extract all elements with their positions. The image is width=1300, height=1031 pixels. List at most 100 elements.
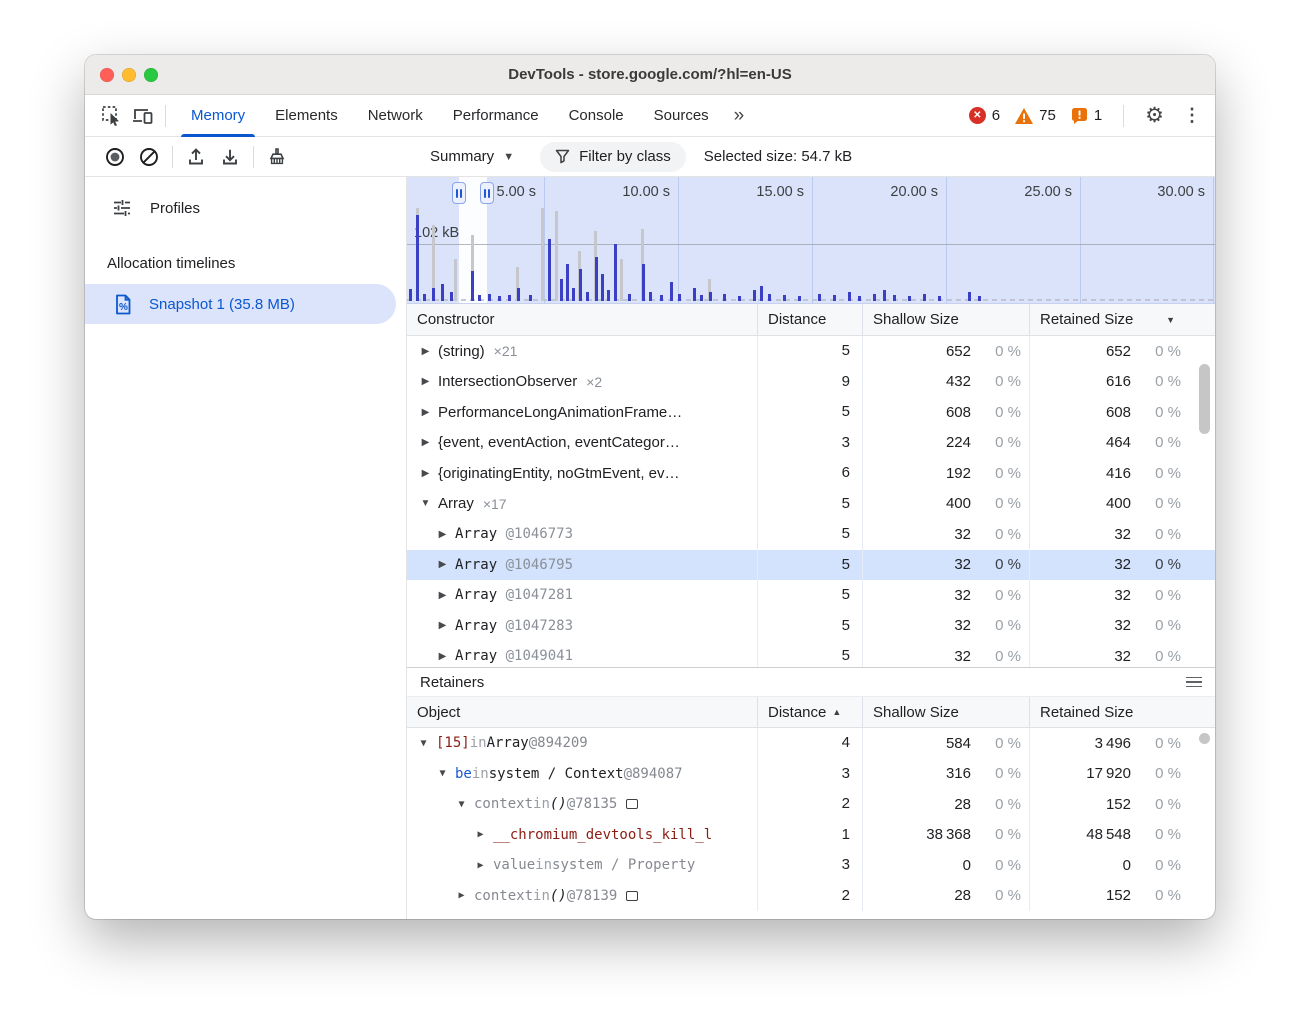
tab-console[interactable]: Console — [568, 106, 624, 124]
constructor-cell: ▶ IntersectionObserver ×2 — [407, 373, 757, 390]
shallow-value: 316 — [945, 765, 971, 783]
instance-count: ×21 — [493, 343, 518, 360]
constructor-column-header[interactable]: Constructor — [417, 311, 495, 328]
retainers-distance-column-header[interactable]: Distance ▲ — [757, 697, 862, 727]
constructor-row[interactable]: ▶ (string) ×21 5 652 0 % 652 0 % — [407, 336, 1215, 367]
kebab-menu-icon[interactable]: ⋮ — [1183, 105, 1201, 125]
retainer-row[interactable]: ▼ context in () @78135 2 28 0 % 152 0 % — [407, 789, 1215, 820]
constructor-row[interactable]: ▶ Array @1046773 5 32 0 % 32 0 % — [407, 519, 1215, 550]
close-window-button[interactable] — [100, 68, 114, 82]
shallow-percent: 0 % — [995, 617, 1021, 635]
expand-arrow-icon[interactable]: ▼ — [420, 498, 431, 510]
expand-arrow-icon[interactable]: ▶ — [477, 859, 484, 871]
sidebar-item-snapshot-1[interactable]: % Snapshot 1 (35.8 MB) — [85, 284, 396, 324]
expand-arrow-icon[interactable]: ▶ — [421, 437, 430, 449]
shallow-value: 0 — [962, 856, 971, 874]
cursor-arrow-icon — [110, 113, 119, 126]
selection-left-handle[interactable] — [452, 182, 466, 204]
expand-arrow-icon[interactable]: ▼ — [458, 798, 465, 810]
retainers-shallow-column-header[interactable]: Shallow Size — [862, 697, 1029, 727]
warnings-badge[interactable]: 75 — [1015, 107, 1056, 124]
record-allocation-button[interactable] — [98, 141, 132, 173]
timeline-bar — [529, 295, 532, 301]
constructor-row[interactable]: ▶ IntersectionObserver ×2 9 432 0 % 616 0 % — [407, 366, 1215, 397]
timeline-bar — [893, 295, 896, 301]
more-tabs-button[interactable]: » — [733, 104, 745, 126]
shallow-size-cell: 32 0 % — [862, 610, 1029, 641]
clear-profiles-button[interactable] — [132, 141, 166, 173]
timeline-bar — [566, 264, 569, 301]
constructor-scrollbar-thumb[interactable] — [1199, 364, 1210, 434]
expand-arrow-icon[interactable]: ▼ — [420, 737, 427, 749]
expand-arrow-icon[interactable]: ▶ — [438, 620, 447, 632]
save-profile-button[interactable] — [213, 141, 247, 173]
filter-by-class-button[interactable]: Filter by class — [540, 141, 686, 172]
expand-arrow-icon[interactable]: ▶ — [438, 559, 447, 571]
minimize-window-button[interactable] — [122, 68, 136, 82]
shallow-value: 432 — [945, 373, 971, 391]
expand-arrow-icon[interactable]: ▶ — [421, 406, 430, 418]
expand-arrow-icon[interactable]: ▶ — [477, 829, 484, 841]
expand-arrow-icon[interactable]: ▶ — [421, 467, 430, 479]
timeline-bar — [908, 296, 911, 301]
device-toolbar-button[interactable] — [127, 100, 159, 132]
retainer-row[interactable]: ▶ value in system / Property 3 0 0 % 0 0 % — [407, 850, 1215, 881]
tab-network[interactable]: Network — [367, 106, 423, 124]
constructor-row[interactable]: ▶ Array @1046795 5 32 0 % 32 0 % — [407, 549, 1215, 580]
object-column-header[interactable]: Object — [417, 703, 461, 721]
reveal-in-summary-icon[interactable] — [626, 890, 639, 901]
shallow-size-column-header[interactable]: Shallow Size — [862, 304, 1029, 335]
constructor-row[interactable]: ▶ Array @1047283 5 32 0 % 32 0 % — [407, 610, 1215, 641]
reveal-in-summary-icon[interactable] — [626, 799, 639, 810]
retained-percent: 0 % — [1155, 795, 1181, 813]
maximize-window-button[interactable] — [144, 68, 158, 82]
retainer-row[interactable]: ▼ be in system / Context @894087 3 316 0 % 17… — [407, 758, 1215, 789]
retained-percent: 0 % — [1155, 856, 1181, 874]
expand-arrow-icon[interactable]: ▶ — [421, 376, 430, 388]
constructor-row[interactable]: ▶ {originatingEntity, noGtmEvent, ev… 6 192… — [407, 458, 1215, 489]
issues-badge[interactable]: 1 — [1071, 107, 1102, 124]
collect-garbage-button[interactable] — [260, 141, 294, 173]
expand-arrow-icon[interactable]: ▼ — [439, 768, 446, 780]
settings-gear-icon[interactable]: ⚙ — [1145, 104, 1164, 127]
tab-memory[interactable]: Memory — [176, 95, 260, 137]
retainers-scrollbar-thumb[interactable] — [1199, 733, 1210, 744]
constructor-row[interactable]: ▶ {event, eventAction, eventCategor… 3 224 0… — [407, 427, 1215, 458]
load-profile-button[interactable] — [179, 141, 213, 173]
tab-sources[interactable]: Sources — [653, 106, 709, 124]
timeline-bar — [595, 257, 598, 301]
tab-elements[interactable]: Elements — [275, 106, 338, 124]
retainer-row[interactable]: ▶ __chromium_devtools_kill_l 1 38 368 0 % 48 … — [407, 819, 1215, 850]
constructor-row[interactable]: ▶ PerformanceLongAnimationFrame… 5 608 0 % 60… — [407, 397, 1215, 428]
retained-size-column-header[interactable]: Retained Size ▼ — [1029, 304, 1189, 335]
retained-percent: 0 % — [1155, 586, 1181, 604]
constructor-row[interactable]: ▶ Array @1047281 5 32 0 % 32 0 % — [407, 580, 1215, 611]
timeline-bar — [738, 296, 741, 301]
expand-arrow-icon[interactable]: ▶ — [438, 528, 447, 540]
allocation-timeline-overview[interactable]: 5.00 s 10.00 s 15.00 s 20.00 s 25.00 s 30.00 … — [407, 177, 1215, 304]
retainers-section-bar[interactable]: Retainers — [407, 667, 1215, 697]
constructor-row[interactable]: ▶ Array @1049041 5 32 0 % 32 0 % — [407, 641, 1215, 667]
shallow-percent: 0 % — [995, 464, 1021, 482]
expand-arrow-icon[interactable]: ▶ — [421, 345, 430, 357]
retainers-retained-column-header[interactable]: Retained Size — [1029, 697, 1189, 727]
object-text-segment: () — [549, 887, 567, 904]
object-name: {originatingEntity, noGtmEvent, ev… — [438, 464, 680, 482]
shallow-size-cell: 0 0 % — [862, 850, 1029, 881]
errors-badge[interactable]: ✕ 6 — [968, 107, 1000, 124]
distance-column-header[interactable]: Distance — [757, 304, 862, 335]
sidebar-item-profiles[interactable]: Profiles — [85, 187, 406, 229]
perspective-select[interactable]: Summary ▼ — [430, 148, 514, 165]
selection-right-handle[interactable] — [480, 182, 494, 204]
retained-percent: 0 % — [1155, 373, 1181, 391]
constructor-row[interactable]: ▼ Array ×17 5 400 0 % 400 0 % — [407, 488, 1215, 519]
expand-arrow-icon[interactable]: ▶ — [458, 890, 465, 902]
expand-arrow-icon[interactable]: ▶ — [438, 650, 447, 662]
content-area: Profiles Allocation timelines % Snapshot… — [85, 177, 1215, 919]
expand-arrow-icon[interactable]: ▶ — [438, 589, 447, 601]
drag-handle-icon[interactable] — [1186, 676, 1202, 688]
retainer-row[interactable]: ▼ [15] in Array @894209 4 584 0 % 3 496 0 % — [407, 728, 1215, 759]
inspect-element-button[interactable] — [95, 100, 127, 132]
retainer-row[interactable]: ▶ context in () @78139 2 28 0 % 152 0 % — [407, 880, 1215, 911]
tab-performance[interactable]: Performance — [452, 106, 539, 124]
